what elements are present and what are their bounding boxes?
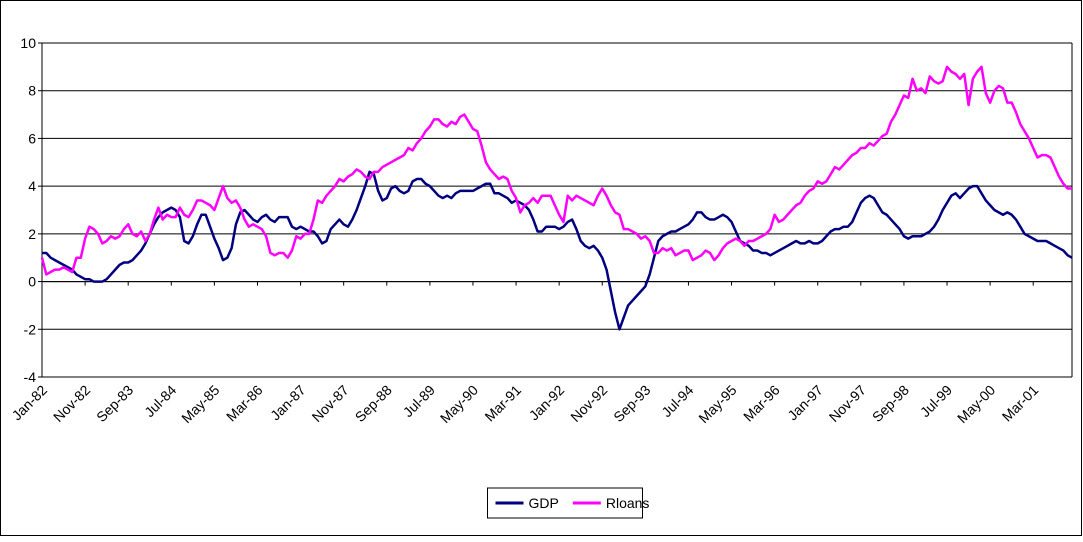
y-tick-label: -4: [24, 369, 37, 385]
legend-label: GDP: [529, 495, 559, 511]
y-tick-label: 4: [28, 178, 36, 194]
y-tick-label: 10: [20, 35, 36, 51]
line-series: [42, 170, 1073, 331]
line-series: [40, 65, 1072, 276]
y-tick-label: -2: [24, 321, 37, 337]
y-tick-label: 2: [28, 226, 36, 242]
y-tick-label: 0: [28, 274, 36, 290]
y-tick-label: 6: [28, 130, 36, 146]
y-tick-label: 8: [28, 83, 36, 99]
legend-label: Rloans: [606, 495, 650, 511]
